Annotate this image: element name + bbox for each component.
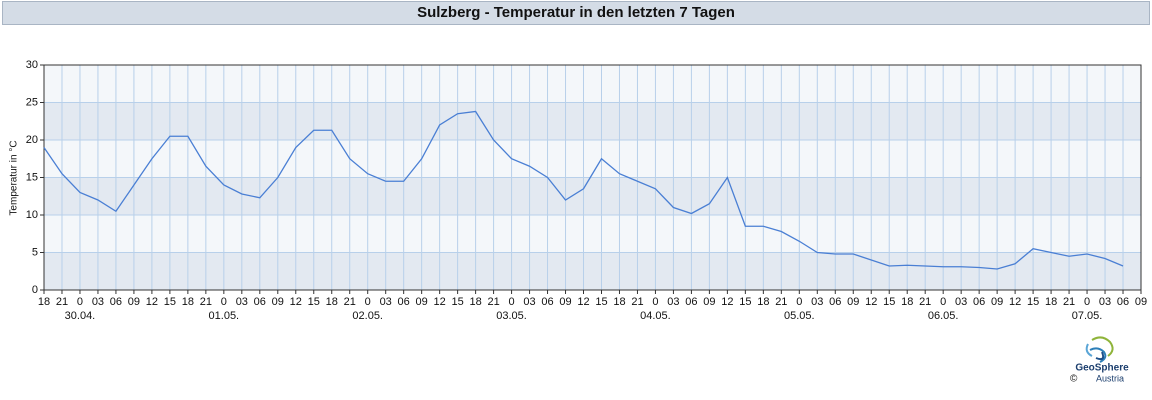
band [44, 252, 1141, 290]
x-tick-label: 21 [344, 296, 356, 308]
x-tick-label: 15 [739, 296, 751, 308]
band [44, 102, 1141, 140]
x-tick-label: 09 [991, 296, 1003, 308]
x-tick-label: 18 [182, 296, 194, 308]
y-tick-label: 0 [32, 284, 38, 296]
x-tick-label: 21 [200, 296, 212, 308]
copyright: © [1070, 374, 1078, 385]
chart-title: Sulzberg - Temperatur in den letzten 7 T… [2, 1, 1150, 25]
x-tick-label: 21 [56, 296, 68, 308]
x-tick-label: 12 [290, 296, 302, 308]
x-tick-label: 06 [110, 296, 122, 308]
x-tick-label: 0 [1084, 296, 1090, 308]
x-tick-label: 03 [92, 296, 104, 308]
x-tick-label: 06 [1117, 296, 1129, 308]
x-tick-label: 21 [1063, 296, 1075, 308]
y-tick-label: 15 [26, 171, 38, 183]
x-date-label: 05.05. [784, 310, 815, 322]
x-tick-label: 03 [811, 296, 823, 308]
x-tick-label: 21 [775, 296, 787, 308]
x-tick-label: 18 [326, 296, 338, 308]
y-tick-label: 25 [26, 96, 38, 108]
x-tick-label: 03 [523, 296, 535, 308]
x-date-label: 01.05. [209, 310, 240, 322]
x-tick-label: 03 [380, 296, 392, 308]
x-tick-label: 15 [1027, 296, 1039, 308]
x-tick-label: 12 [577, 296, 589, 308]
x-tick-label: 09 [272, 296, 284, 308]
x-tick-label: 09 [1135, 296, 1147, 308]
logo-icon [1085, 336, 1114, 363]
x-tick-label: 09 [559, 296, 571, 308]
x-tick-label: 12 [721, 296, 733, 308]
x-tick-label: 12 [146, 296, 158, 308]
x-tick-label: 06 [829, 296, 841, 308]
x-tick-label: 21 [487, 296, 499, 308]
x-tick-label: 21 [919, 296, 931, 308]
x-tick-label: 03 [1099, 296, 1111, 308]
x-tick-label: 06 [973, 296, 985, 308]
x-date-label: 02.05. [352, 310, 383, 322]
x-tick-label: 15 [883, 296, 895, 308]
x-tick-label: 18 [901, 296, 913, 308]
y-axis-label: Temperatur in °C [9, 140, 20, 215]
x-tick-label: 09 [128, 296, 140, 308]
x-tick-label: 15 [308, 296, 320, 308]
x-tick-label: 03 [955, 296, 967, 308]
logo-name: GeoSphere [1075, 363, 1129, 374]
x-tick-label: 0 [652, 296, 658, 308]
logo-subname: Austria [1096, 373, 1124, 383]
x-tick-label: 18 [38, 296, 50, 308]
plot-border [43, 64, 1142, 291]
logo: GeoSphere © Austria [1070, 336, 1129, 385]
x-tick-label: 06 [398, 296, 410, 308]
x-tick-label: 18 [1045, 296, 1057, 308]
y-tick-label: 10 [26, 209, 38, 221]
x-tick-label: 03 [667, 296, 679, 308]
y-tick-label: 5 [32, 246, 38, 258]
x-tick-label: 09 [847, 296, 859, 308]
x-tick-label: 0 [221, 296, 227, 308]
x-tick-label: 09 [703, 296, 715, 308]
x-tick-label: 18 [757, 296, 769, 308]
x-date-label: 07.05. [1072, 310, 1103, 322]
y-tick-label: 20 [26, 134, 38, 146]
band [44, 177, 1141, 215]
x-tick-label: 18 [613, 296, 625, 308]
x-tick-label: 15 [164, 296, 176, 308]
x-tick-label: 12 [434, 296, 446, 308]
x-date-label: 04.05. [640, 310, 671, 322]
x-date-label: 03.05. [496, 310, 527, 322]
y-tick-label: 30 [26, 59, 38, 71]
x-tick-label: 15 [451, 296, 463, 308]
x-date-label: 30.04. [65, 310, 96, 322]
x-tick-label: 06 [541, 296, 553, 308]
x-date-label: 06.05. [928, 310, 959, 322]
x-tick-label: 12 [1009, 296, 1021, 308]
x-tick-label: 03 [236, 296, 248, 308]
x-tick-label: 0 [796, 296, 802, 308]
x-tick-label: 09 [416, 296, 428, 308]
x-tick-label: 15 [595, 296, 607, 308]
x-tick-label: 0 [365, 296, 371, 308]
x-tick-label: 06 [254, 296, 266, 308]
x-tick-label: 0 [77, 296, 83, 308]
x-tick-label: 21 [631, 296, 643, 308]
x-tick-label: 18 [469, 296, 481, 308]
x-tick-label: 06 [685, 296, 697, 308]
temperature-line [43, 110, 1124, 270]
x-tick-label: 0 [509, 296, 515, 308]
x-tick-label: 0 [940, 296, 946, 308]
x-tick-label: 12 [865, 296, 877, 308]
